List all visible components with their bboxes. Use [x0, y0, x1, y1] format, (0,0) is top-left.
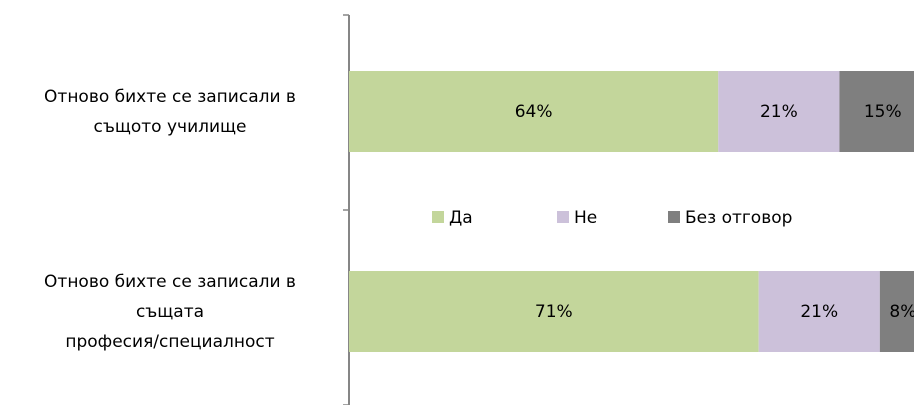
- bar-segment: [879, 271, 914, 352]
- value-label: 71%: [535, 302, 573, 322]
- value-label: 64%: [515, 102, 553, 122]
- bar-segment: [349, 271, 759, 352]
- value-label: 15%: [864, 102, 902, 122]
- bar-segment: [758, 271, 880, 352]
- legend-swatch: [557, 211, 569, 223]
- category-label: Отново бихте се записали в същото училище: [44, 87, 296, 137]
- value-label: 21%: [800, 302, 838, 322]
- bar-segment: [839, 71, 914, 152]
- legend-swatch: [668, 211, 680, 223]
- bar-segment: [349, 71, 719, 152]
- value-label: 21%: [760, 102, 798, 122]
- legend-label: Не: [574, 208, 597, 228]
- legend-label: Без отговор: [685, 208, 792, 228]
- value-label: 8%: [889, 302, 914, 322]
- bar-segment: [718, 71, 840, 152]
- legend-swatch: [432, 211, 444, 223]
- category-label: Отново бихте се записали в същата професия…: [44, 272, 296, 352]
- legend-label: Да: [449, 208, 473, 228]
